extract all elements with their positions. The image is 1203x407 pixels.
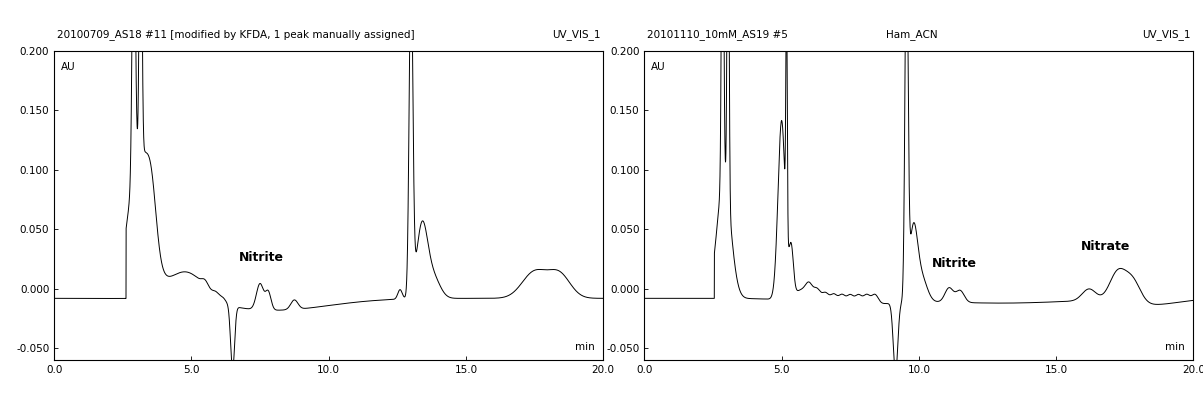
Text: UV_VIS_1: UV_VIS_1 <box>1142 29 1191 40</box>
Text: min: min <box>1166 342 1185 352</box>
Text: Nitrite: Nitrite <box>932 257 977 270</box>
Text: Nitrate: Nitrate <box>1080 240 1130 253</box>
Text: min: min <box>575 342 595 352</box>
Text: AU: AU <box>651 62 665 72</box>
Text: UV_VIS_1: UV_VIS_1 <box>552 29 600 40</box>
Text: 20100709_AS18 #11 [modified by KFDA, 1 peak manually assigned]: 20100709_AS18 #11 [modified by KFDA, 1 p… <box>57 29 415 40</box>
Text: 20101110_10mM_AS19 #5: 20101110_10mM_AS19 #5 <box>647 29 788 40</box>
Text: Ham_ACN: Ham_ACN <box>885 29 937 40</box>
Text: AU: AU <box>60 62 76 72</box>
Text: Nitrite: Nitrite <box>239 251 284 264</box>
